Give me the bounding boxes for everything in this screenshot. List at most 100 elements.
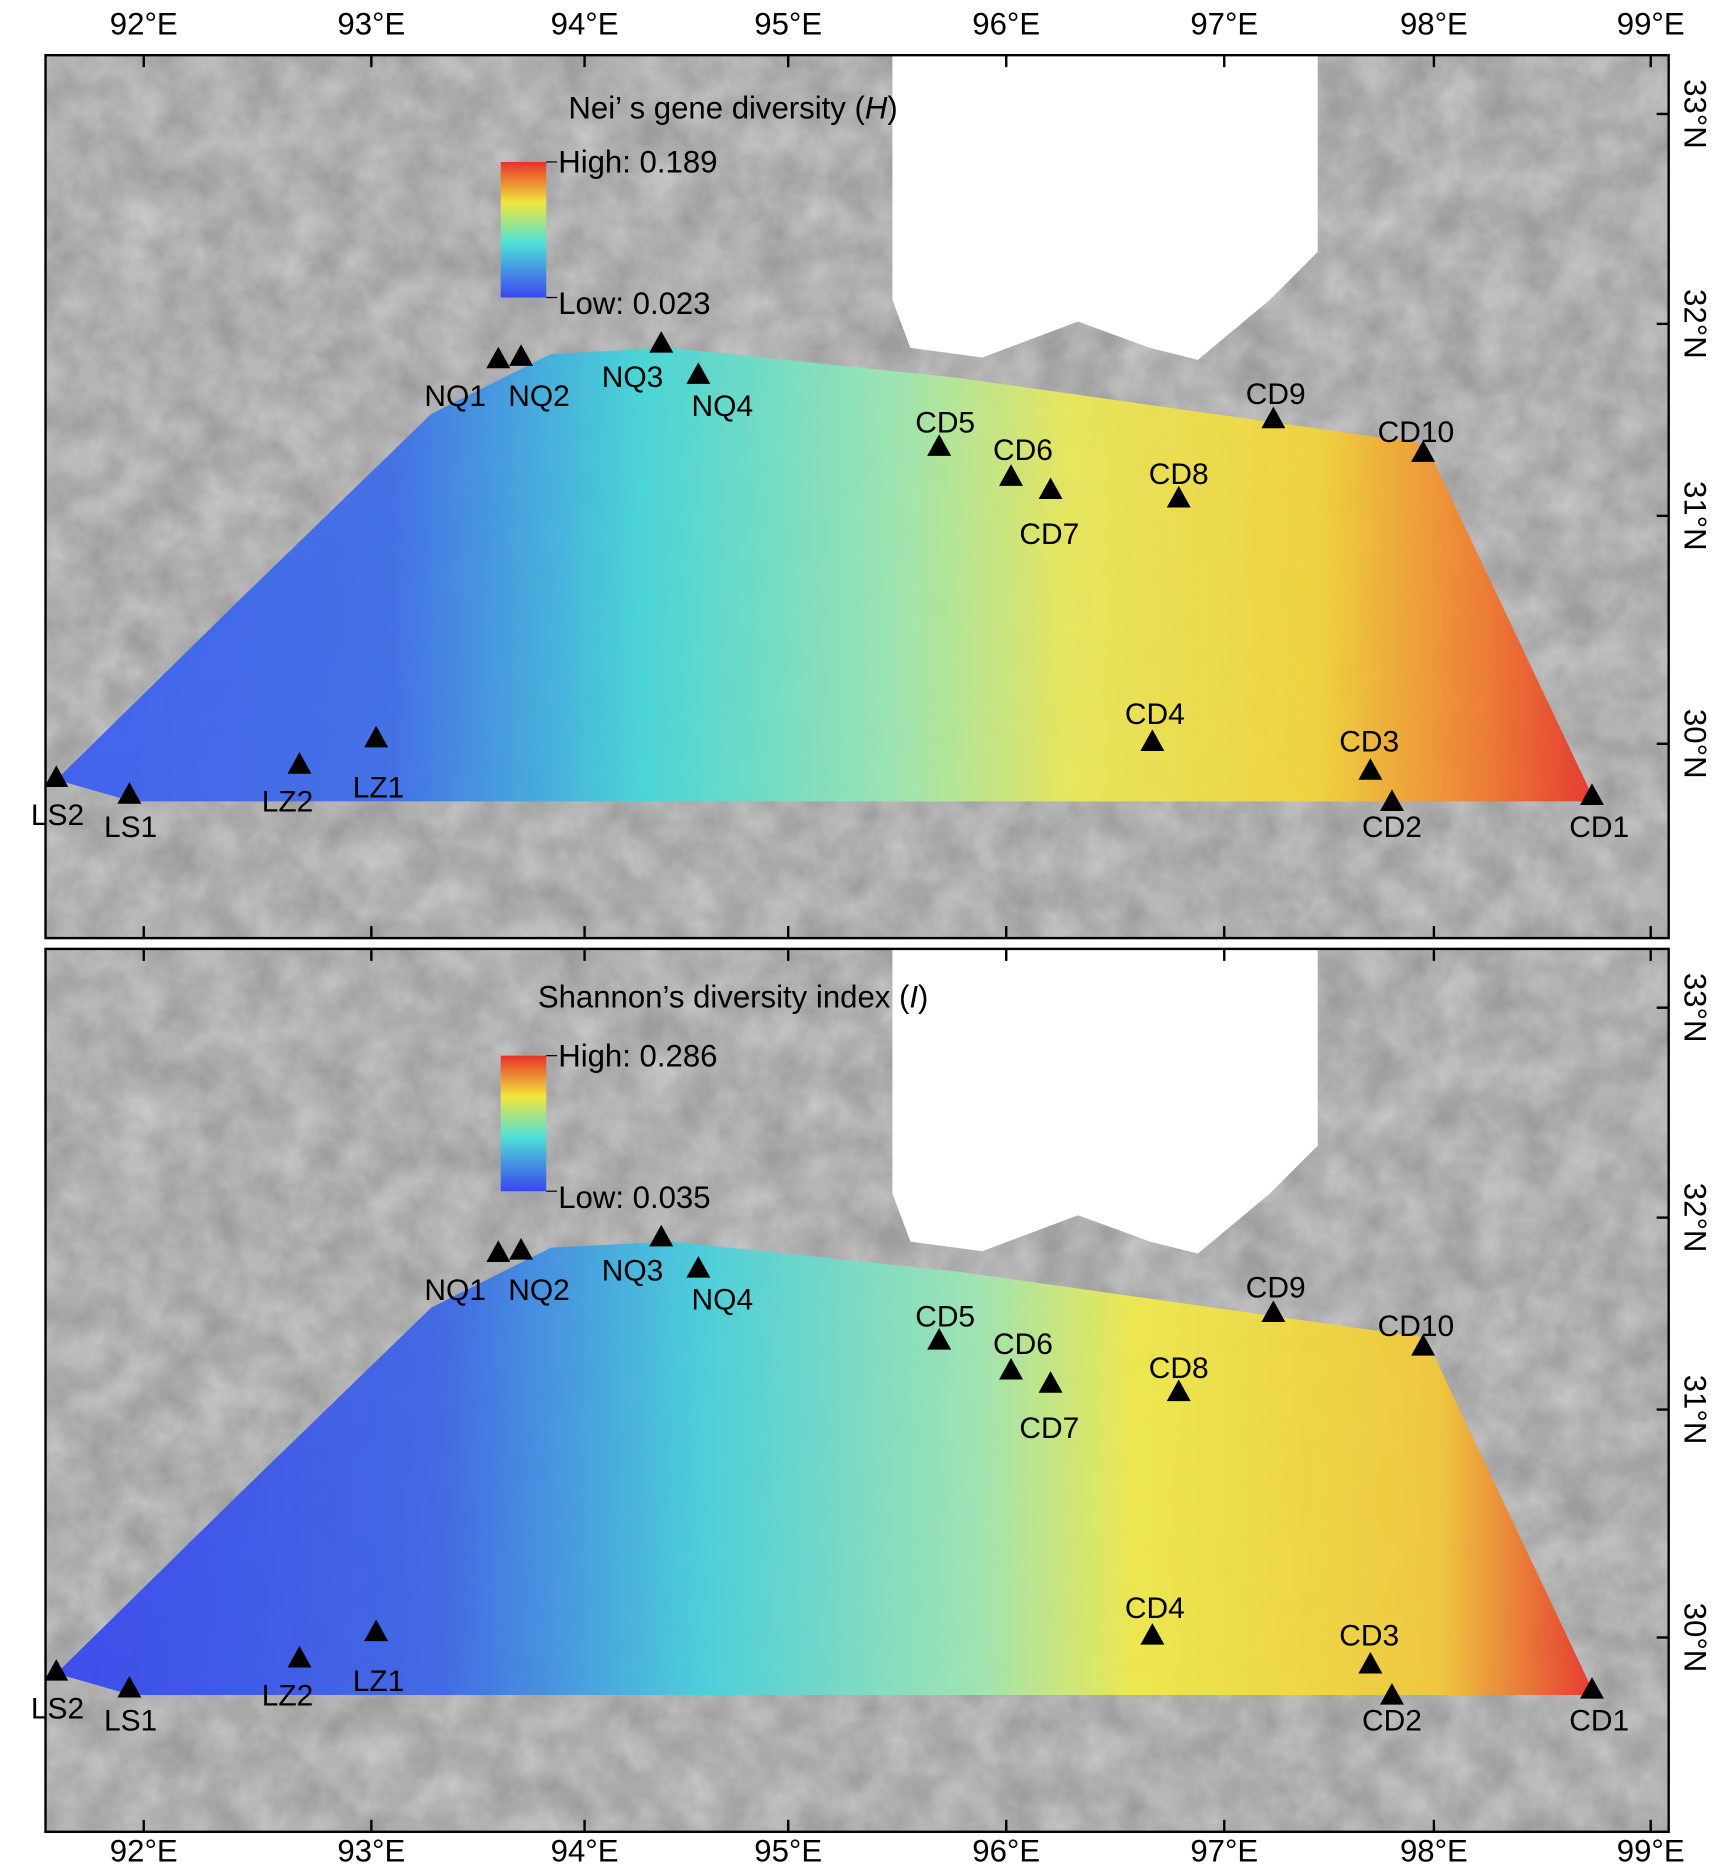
latitude-label: 33°N [1677,79,1712,149]
site-marker [649,331,674,353]
latitude-label: 32°N [1677,289,1712,359]
longitude-label: 95°E [754,1834,822,1869]
site-marker [509,344,534,366]
site-label: CD4 [1125,698,1185,731]
site-label: CD8 [1149,1352,1209,1385]
site-label: LZ1 [353,771,405,804]
site-label: CD6 [993,1328,1053,1361]
site-label: CD10 [1378,1310,1455,1343]
site-marker [1140,1623,1165,1645]
site-label: CD1 [1569,1705,1629,1738]
panel-title: Nei’ s gene diversity (H) [568,91,897,126]
site-marker [1038,1371,1063,1393]
site-marker [486,1240,511,1262]
map-panel: Shannon’s diversity index (I) High: 0.286… [31,947,1712,1834]
site-marker [117,1675,142,1698]
site-label: CD1 [1569,811,1629,844]
site-marker [486,346,511,369]
site-marker [1261,1300,1286,1322]
site-marker [1580,1677,1604,1699]
site-marker [1261,406,1286,429]
title-part: Nei’ s gene diversity ( [568,91,865,126]
longitude-label: 94°E [551,1834,619,1869]
site-label: CD10 [1378,416,1455,449]
site-label: LS2 [31,1693,84,1726]
legend-low-label: Low: 0.023 [558,286,710,321]
site-label: CD9 [1246,378,1306,411]
title-part: Shannon’s diversity index ( [538,980,910,1015]
site-label: NQ2 [508,1274,570,1307]
longitude-label: 95°E [754,7,822,42]
site-marker [999,464,1024,486]
site-marker [509,1238,534,1260]
site-marker [649,1224,674,1247]
site-label: NQ4 [692,1283,754,1316]
site-label: NQ3 [602,1255,664,1288]
panel-frame [44,947,1670,1834]
legend-high-label: High: 0.189 [558,145,717,180]
latitude-label: 33°N [1677,973,1712,1043]
legend-colorbar [500,161,547,298]
site-label: NQ1 [424,380,486,413]
latitude-label: 32°N [1677,1183,1712,1253]
latitude-label: 31°N [1677,481,1712,551]
latitude-label: 31°N [1677,1375,1712,1445]
longitude-label: 98°E [1400,1834,1468,1869]
site-marker [927,434,952,456]
site-label: NQ3 [602,361,664,394]
site-label: LS1 [104,811,157,844]
longitude-label: 99°E [1617,1834,1685,1869]
site-marker [1379,789,1404,811]
site-marker [927,1327,952,1350]
site-label: CD7 [1019,1412,1079,1445]
site-marker [287,752,312,774]
site-marker [1358,758,1383,780]
legend-low-label: Low: 0.035 [558,1180,710,1215]
title-part: ) [887,91,897,126]
site-label: CD3 [1339,1619,1399,1652]
no-data-area [892,948,1318,1254]
longitude-label: 92°E [110,1834,178,1869]
site-marker [686,362,711,384]
site-marker [1038,477,1063,500]
longitude-label: 97°E [1190,7,1258,42]
site-marker [117,782,142,804]
site-marker [44,765,69,787]
longitude-label: 93°E [337,7,405,42]
no-data-area [892,55,1318,360]
map-panel: Nei’ s gene diversity (H) High: 0.189 Low:… [31,53,1712,940]
site-marker [44,1659,69,1681]
panel-frame [44,53,1670,940]
title-part: H [865,91,888,126]
diversity-surface [56,1241,1594,1696]
site-label: CD4 [1125,1592,1185,1625]
longitude-label: 98°E [1400,7,1468,42]
site-label: NQ2 [508,380,570,413]
site-marker [999,1357,1024,1380]
site-marker [1580,783,1604,805]
longitude-label: 96°E [972,1834,1040,1869]
site-label: CD5 [915,407,975,440]
site-marker [364,1619,389,1642]
site-marker [1411,440,1436,462]
legend-colorbar [500,1055,547,1192]
longitude-label: 92°E [110,7,178,42]
site-label: LZ2 [262,1679,314,1712]
site-label: LZ1 [353,1665,405,1698]
site-label: LS2 [31,799,84,832]
panel-title: Shannon’s diversity index (I) [538,980,929,1015]
site-marker [364,725,389,748]
site-label: CD9 [1246,1271,1306,1304]
site-label: CD2 [1362,811,1422,844]
title-part: I [909,980,918,1015]
site-label: CD5 [915,1300,975,1333]
site-marker [1140,729,1165,751]
site-label: CD6 [993,434,1053,467]
site-marker [1379,1683,1404,1705]
title-part: ) [918,980,928,1015]
longitude-label: 99°E [1617,7,1685,42]
site-marker [1166,485,1191,508]
site-label: NQ4 [692,390,754,423]
site-label: CD8 [1149,458,1209,491]
